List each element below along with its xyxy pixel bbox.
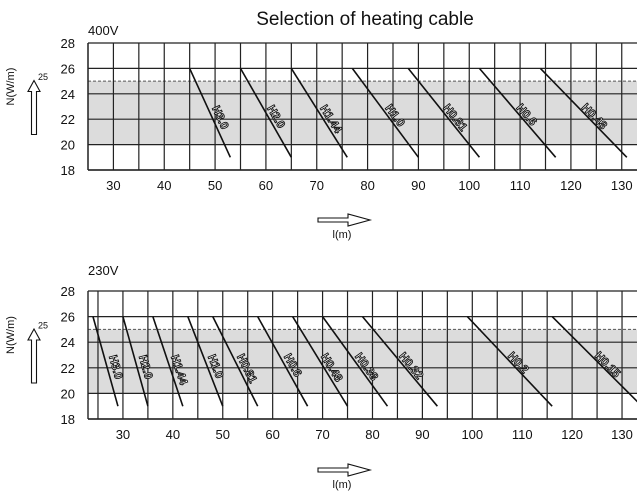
- x-tick-label: 120: [561, 427, 583, 442]
- x-tick-label: 80: [365, 427, 379, 442]
- y-axis-label: N(W/m): [5, 68, 17, 106]
- x-tick-label: 90: [415, 427, 429, 442]
- chart-title: Selection of heating cable: [256, 9, 474, 30]
- y-tick-label: 28: [61, 36, 75, 51]
- y-tick-label: 22: [61, 361, 75, 376]
- x-axis-arrow: [317, 213, 373, 227]
- chart-230v: 230V 18 20 22 24 26 28 25 30 40 50 60 70 80 90 100 110 12…: [5, 263, 637, 491]
- y-tick-label: 26: [61, 310, 75, 325]
- x-tick-label: 30: [106, 178, 120, 193]
- y-tick-label: 22: [61, 112, 75, 127]
- x-tick-label: 40: [166, 427, 180, 442]
- cable-line: [92, 316, 119, 407]
- voltage-label: 400V: [88, 23, 119, 38]
- voltage-label: 230V: [88, 263, 119, 278]
- x-tick-label: 60: [259, 178, 273, 193]
- x-tick-label: 50: [216, 427, 230, 442]
- x-tick-label: 50: [208, 178, 222, 193]
- cable-line: [321, 316, 389, 407]
- cable-line: [539, 67, 628, 158]
- cable-line: [551, 316, 637, 403]
- x-tick-label: 130: [611, 178, 633, 193]
- x-tick-label: 100: [458, 178, 480, 193]
- cable-line: [407, 67, 481, 158]
- y-tick-label: 26: [61, 61, 75, 76]
- x-tick-label: 60: [265, 427, 279, 442]
- reference-line-label: 25: [38, 72, 48, 82]
- x-tick-label: 110: [512, 427, 533, 442]
- chart-400v: 400V 18 20 22 24 26 28 25 30 40 50 60 70 80 90 100 110 12…: [5, 23, 637, 241]
- x-tick-label: 130: [611, 427, 633, 442]
- cable-line: [478, 67, 557, 158]
- cable-line: [152, 316, 184, 407]
- shaded-band: [88, 329, 637, 394]
- x-axis-label: l(m): [333, 229, 352, 241]
- y-tick-label: 20: [61, 386, 75, 401]
- x-tick-label: 90: [411, 178, 425, 193]
- cable-line: [122, 316, 149, 407]
- y-tick-label: 18: [61, 412, 75, 427]
- x-tick-label: 120: [560, 178, 582, 193]
- y-tick-label: 28: [61, 284, 75, 299]
- cable-line: [256, 316, 309, 407]
- x-tick-label: 30: [116, 427, 130, 442]
- cable-line: [466, 316, 553, 407]
- cable-line: [188, 68, 232, 158]
- x-tick-label: 70: [310, 178, 324, 193]
- reference-line-label: 25: [38, 320, 48, 330]
- y-axis-arrow: [27, 79, 41, 136]
- x-tick-label: 110: [510, 178, 531, 193]
- cable-line: [290, 67, 348, 158]
- y-axis-arrow: [27, 327, 41, 384]
- shaded-band: [88, 81, 637, 145]
- x-tick-label: 100: [461, 427, 483, 442]
- cable-line: [212, 316, 259, 407]
- cable-line: [351, 67, 420, 158]
- y-tick-label: 24: [61, 87, 75, 102]
- x-axis-arrow: [317, 463, 373, 477]
- x-axis-label: l(m): [333, 479, 352, 491]
- y-tick-label: 20: [61, 138, 75, 153]
- x-tick-label: 40: [157, 178, 171, 193]
- cable-line: [291, 316, 349, 407]
- y-tick-label: 24: [61, 335, 75, 350]
- y-axis-label: N(W/m): [5, 316, 17, 354]
- x-tick-label: 80: [360, 178, 374, 193]
- x-tick-label: 70: [315, 427, 329, 442]
- cable-line: [187, 316, 224, 407]
- cable-line: [239, 68, 293, 158]
- cable-line: [361, 316, 438, 407]
- y-tick-label: 18: [61, 163, 75, 178]
